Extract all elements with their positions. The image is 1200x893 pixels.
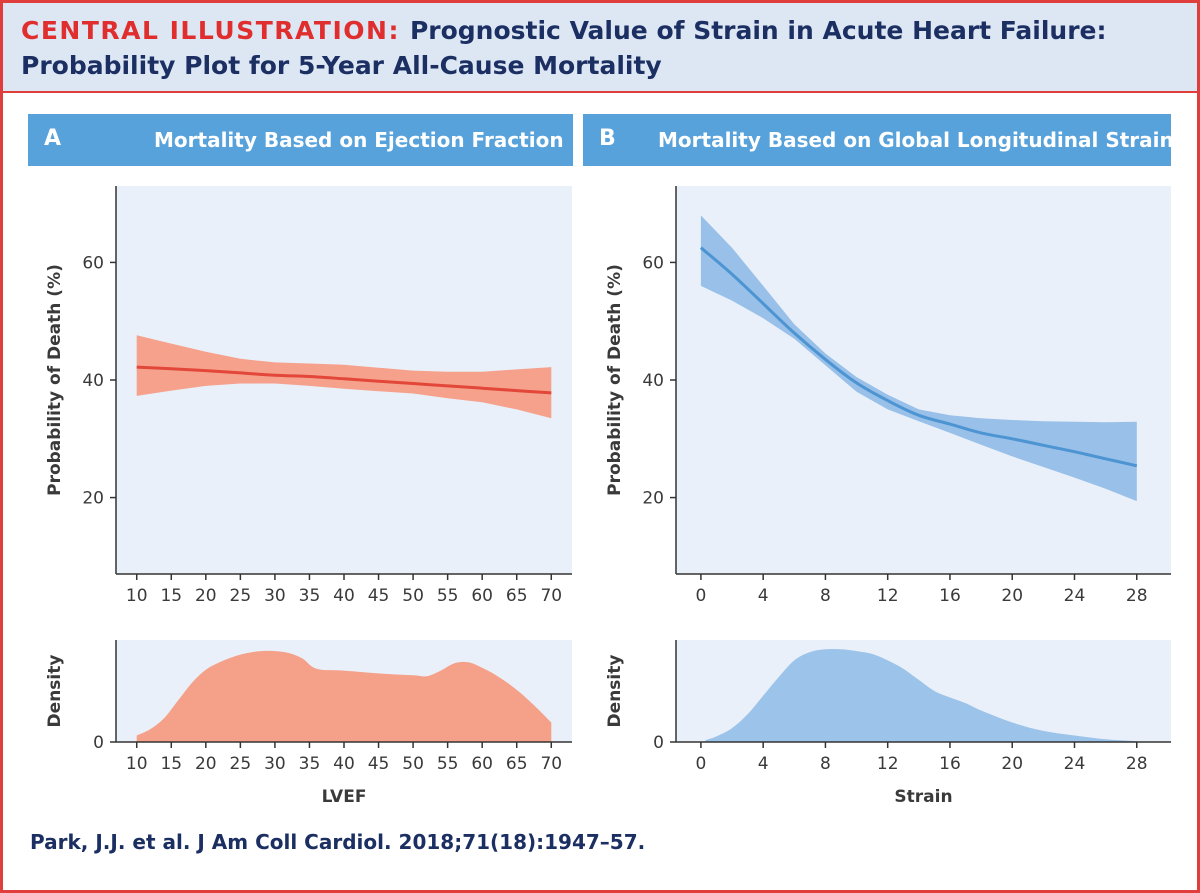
a-prob-y-axis-label: Probability of Death (%) [45,264,65,496]
b-density-x-axis-label: Strain [894,787,952,807]
a-prob-x-tick-label: 55 [437,586,459,606]
b-density-y-tick-label: 0 [653,733,664,753]
panel-a-title: Mortality Based on Ejection Fraction [154,128,564,152]
b-prob-y-tick-label: 40 [642,371,664,391]
a-density-density-area [136,650,552,742]
a-density-chart: 10 15 20 25 30 35 40 45 50 55 60 65 70 0 Density LVEF [45,640,572,807]
b-prob-x-tick-label: 28 [1126,586,1148,606]
b-density-x-tick-label: 8 [820,754,831,774]
a-prob-probability-line [136,365,552,395]
b-prob-x-tick-label: 8 [820,586,831,606]
a-density-x-tick-label: 30 [264,754,286,774]
b-density-x-tick-label: 24 [1064,754,1086,774]
a-density-y-tick-label: 0 [93,733,104,753]
a-prob-x-tick-label: 30 [264,586,286,606]
b-prob-x-tick-label: 20 [1001,586,1023,606]
b-prob-x-tick-label: 12 [877,586,899,606]
b-prob-x-tick-label: 0 [695,586,706,606]
panel-b-title: Mortality Based on Global Longitudinal S… [658,128,1174,152]
panel-b-header: B Mortality Based on Global Longitudinal… [583,114,1174,166]
a-prob-x-tick-label: 50 [402,586,424,606]
a-prob-y-tick-label: 60 [82,253,104,273]
a-density-x-tick-label: 40 [333,754,355,774]
panel-a-letter: A [44,126,62,151]
a-prob-x-tick-label: 35 [299,586,321,606]
a-density-x-tick-label: 35 [299,754,321,774]
b-prob-plot-area [676,186,1171,574]
b-prob-y-tick-label: 20 [642,489,664,509]
b-prob-y-axis-label: Probability of Death (%) [605,264,625,496]
b-density-x-tick-label: 20 [1001,754,1023,774]
a-prob-confidence-band [136,335,552,419]
b-density-x-tick-label: 12 [877,754,899,774]
a-prob-x-tick-label: 20 [195,586,217,606]
b-prob-y-tick-label: 60 [642,253,664,273]
a-density-x-tick-label: 65 [506,754,528,774]
a-density-x-tick-label: 45 [368,754,390,774]
a-density-x-tick-label: 60 [471,754,493,774]
a-density-x-axis-label: LVEF [322,787,367,807]
b-prob-confidence-band [700,215,1137,502]
a-density-y-axis-label: Density [45,655,65,728]
a-prob-y-tick-label: 40 [82,371,104,391]
title-line-2: Probability Plot for 5-Year All-Cause Mo… [21,51,662,80]
b-prob-probability-line [699,246,1138,468]
title-text-1: Prognostic Value of Strain in Acute Hear… [409,16,1107,45]
panel-a-header: A Mortality Based on Ejection Fraction [28,114,573,166]
b-density-x-tick-label: 28 [1126,754,1148,774]
central-illustration-label: CENTRAL ILLUSTRATION: [21,16,400,45]
b-density-x-tick-label: 4 [758,754,769,774]
b-density-chart: 0 4 8 12 16 20 24 28 0 Density Strain [605,640,1171,807]
a-density-x-tick-label: 15 [160,754,182,774]
a-density-x-tick-label: 25 [230,754,252,774]
b-density-x-tick-label: 16 [939,754,961,774]
b-density-y-axis-label: Density [605,655,625,728]
b-density-density-area [705,648,1137,742]
a-density-x-tick-label: 70 [540,754,562,774]
b-prob-chart: 0 4 8 12 16 20 24 28 20 40 60 Probability of Death … [605,186,1171,606]
panel-b-letter: B [599,126,616,151]
citation: Park, J.J. et al. J Am Coll Cardiol. 201… [30,830,646,854]
b-density-x-tick-label: 0 [695,754,706,774]
a-density-x-tick-label: 55 [437,754,459,774]
header: CENTRAL ILLUSTRATION: Prognostic Value of… [3,3,1197,93]
a-prob-x-tick-label: 25 [230,586,252,606]
a-density-x-tick-label: 50 [402,754,424,774]
a-prob-x-tick-label: 60 [471,586,493,606]
b-prob-x-tick-label: 4 [758,586,769,606]
a-prob-chart: 10 15 20 25 30 35 40 45 50 55 60 65 70 20 40 60 Probabil… [45,186,572,606]
a-density-x-tick-label: 10 [126,754,148,774]
a-prob-y-tick-label: 20 [82,489,104,509]
a-density-x-tick-label: 20 [195,754,217,774]
b-prob-x-tick-label: 16 [939,586,961,606]
a-prob-x-tick-label: 15 [160,586,182,606]
title-line-1: CENTRAL ILLUSTRATION: Prognostic Value of… [21,16,1107,45]
a-prob-x-tick-label: 40 [333,586,355,606]
a-prob-x-tick-label: 10 [126,586,148,606]
a-prob-x-tick-label: 65 [506,586,528,606]
a-prob-x-tick-label: 70 [540,586,562,606]
a-prob-x-tick-label: 45 [368,586,390,606]
b-prob-x-tick-label: 24 [1064,586,1086,606]
